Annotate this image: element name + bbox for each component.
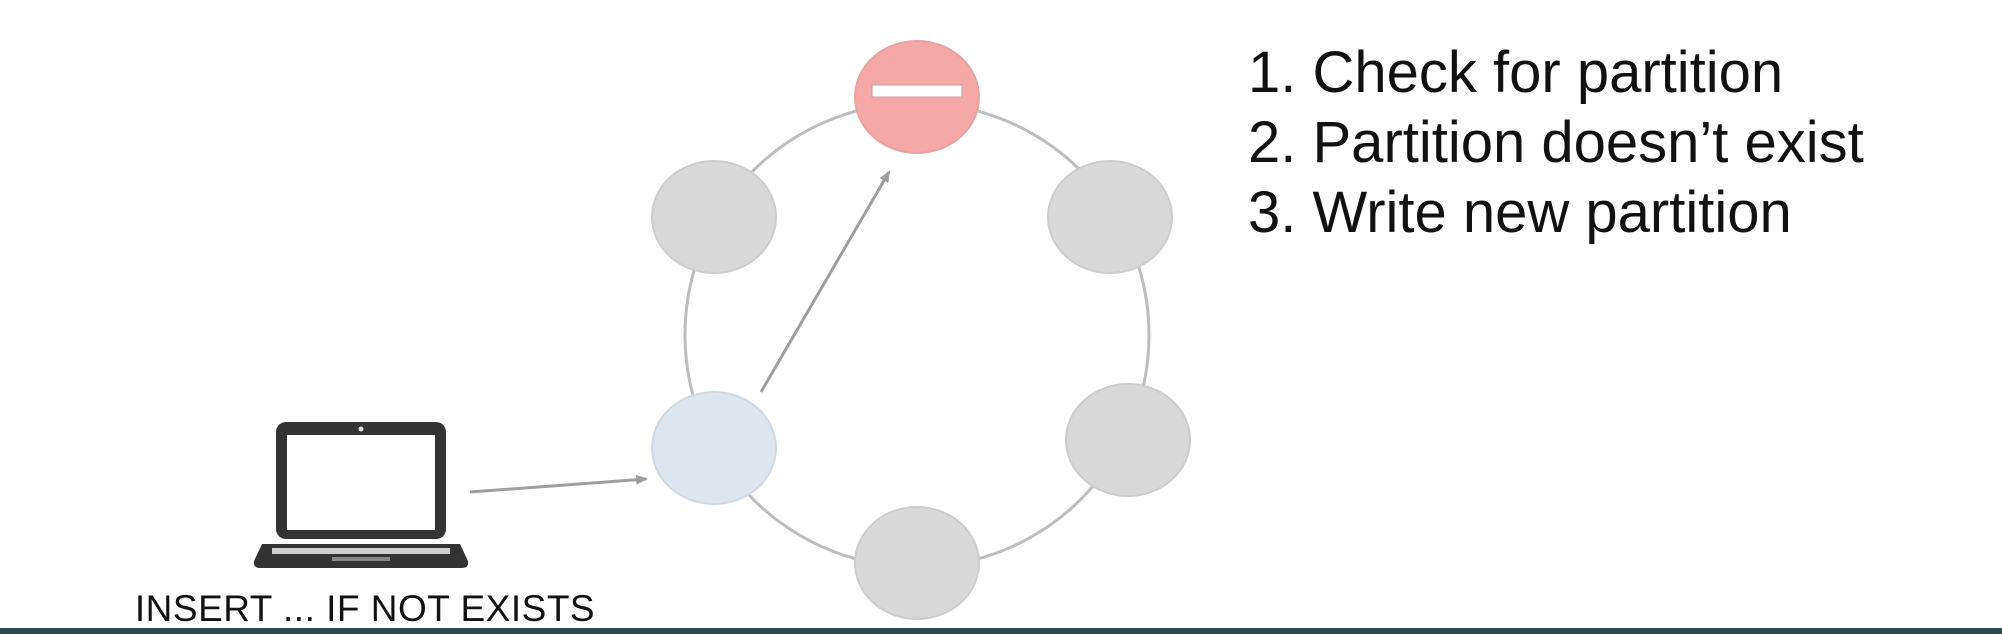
minus-icon <box>871 84 963 98</box>
client-query-label: INSERT ... IF NOT EXISTS <box>134 588 596 629</box>
step-item: 2. Partition doesn’t exist <box>1248 108 1864 178</box>
step-number: 3. <box>1248 180 1297 245</box>
step-text: Check for partition <box>1312 40 1784 105</box>
node-replica-top-right <box>1047 160 1173 274</box>
step-number: 2. <box>1248 110 1297 175</box>
node-coordinator <box>651 391 777 505</box>
step-text: Partition doesn’t exist <box>1312 110 1864 175</box>
step-item: 1. Check for partition <box>1248 38 1864 108</box>
step-number: 1. <box>1248 40 1297 105</box>
step-item: 3. Write new partition <box>1248 178 1864 248</box>
node-replica-top-left <box>651 160 777 274</box>
step-text: Write new partition <box>1312 180 1792 245</box>
node-replica-bottom-right <box>1065 383 1191 497</box>
arrow-client-to-coordinator <box>469 474 648 494</box>
laptop-icon <box>253 422 469 568</box>
arrow-coordinator-to-partition <box>759 170 891 393</box>
node-replica-bottom <box>854 506 980 620</box>
step-list: 1. Check for partition 2. Partition does… <box>1248 38 1864 248</box>
bottom-divider <box>0 628 2002 634</box>
